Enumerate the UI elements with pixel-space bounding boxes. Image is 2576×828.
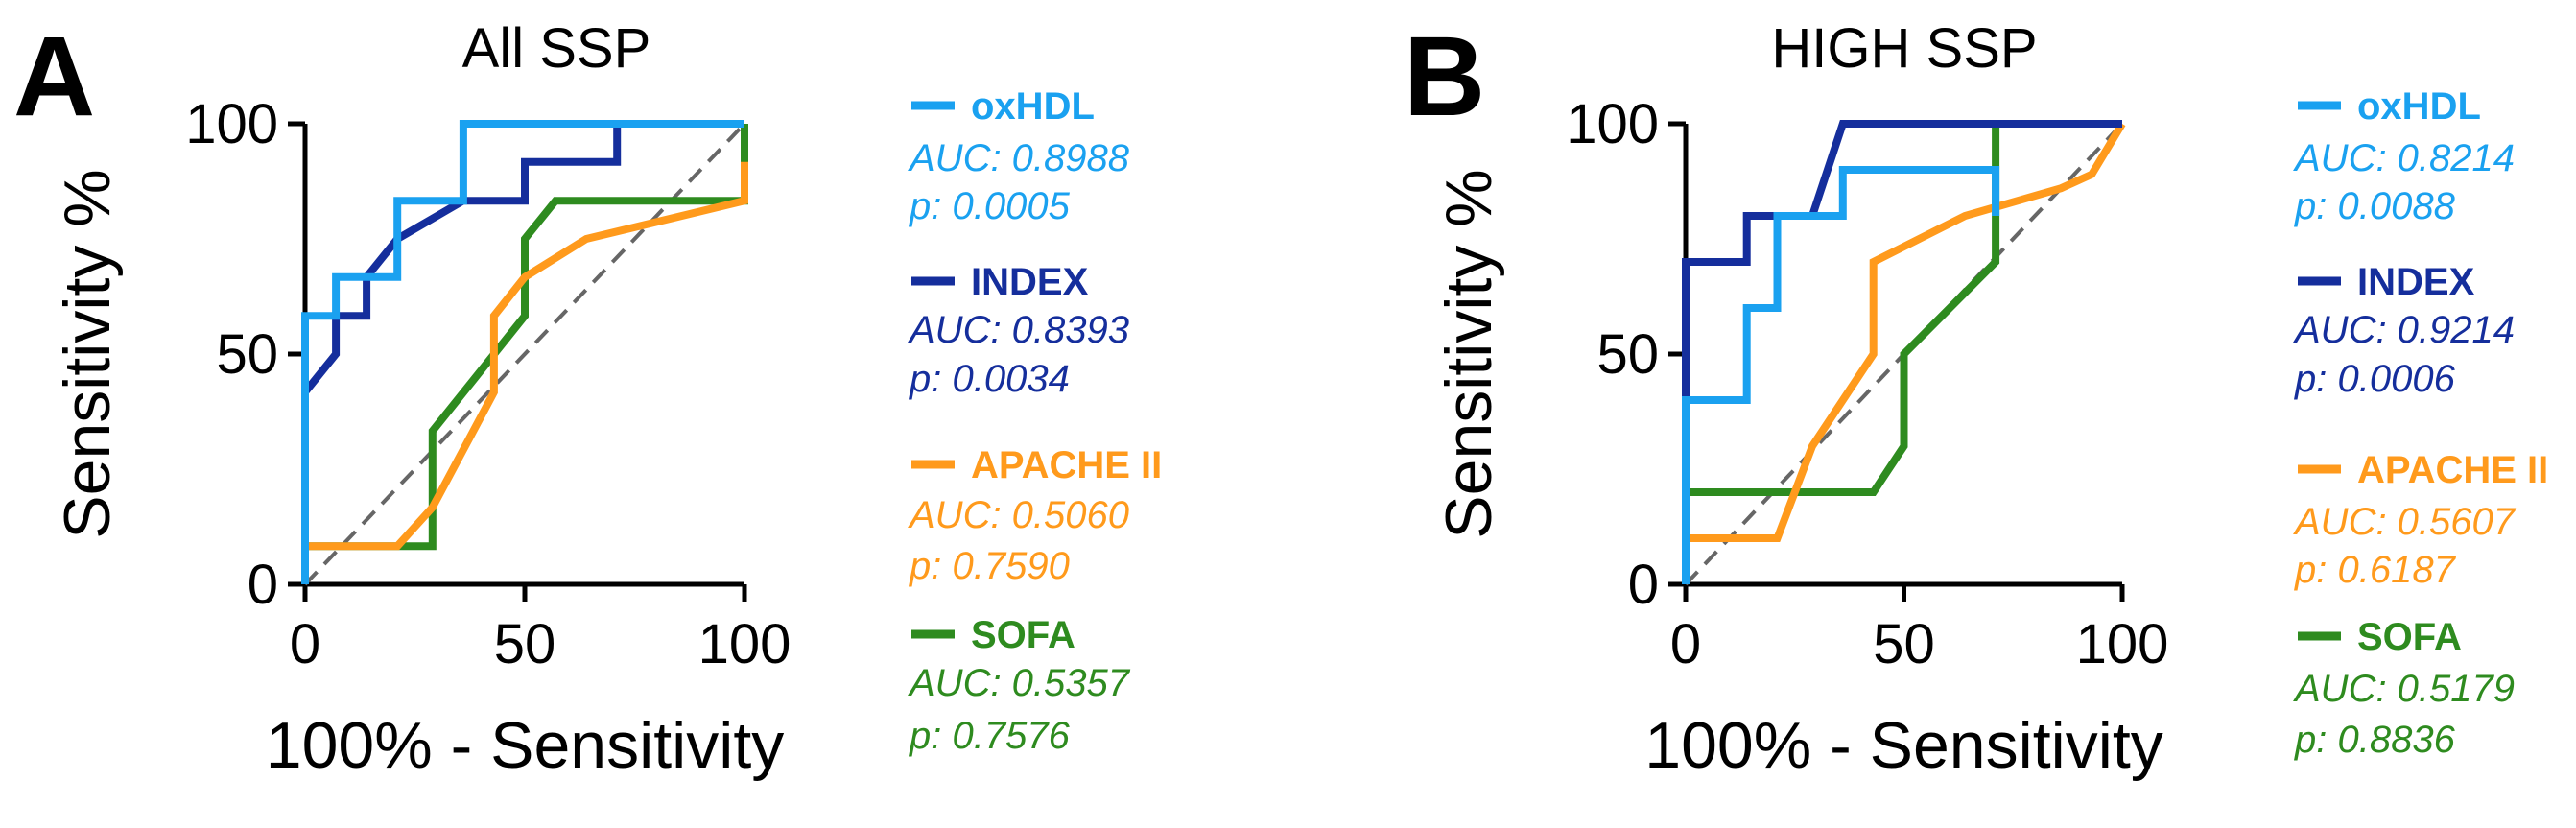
panel-b-legend-p-index: p: 0.0006 [2294,358,2456,400]
panel-b-series-sofa [1682,124,2000,584]
panel-b-legend-auc-oxhdl: AUC: 0.8214 [2293,137,2515,179]
panel-a-series-apache-ii [305,161,748,551]
panel-a-legend-p-apache-ii: p: 0.7590 [909,545,1070,587]
panel-b-y-axis-label: Sensitivity % [1432,169,1505,538]
panel-a-legend-p-sofa: p: 0.7576 [909,715,1071,757]
panel-a-title: All SSP [462,17,651,80]
panel-b-legend-auc-apache-ii: AUC: 0.5607 [2293,501,2517,543]
panel-a-y-tick-label: 100 [185,93,278,155]
panel-a-legend-auc-sofa: AUC: 0.5357 [908,662,1131,704]
panel-b-x-axis-label: 100% - Sensitivity [1644,709,2162,782]
panel-a-series-oxhdl [301,120,744,584]
panel-a-y-tick-label: 0 [248,554,278,616]
panel-a-y-axis-label: Sensitivity % [51,169,124,538]
panel-b-series-index [1682,120,2122,584]
panel-b-legend-p-apache-ii: p: 0.6187 [2294,549,2457,591]
panel-a-legend-auc-oxhdl: AUC: 0.8988 [908,137,1130,179]
panel-a: A All SSP 0 50 100 0 50 100 Sensitivity % 100% - … [13,13,1162,782]
panel-b-legend-p-oxhdl: p: 0.0088 [2294,185,2456,227]
panel-a-y-tick-label: 50 [216,323,278,386]
panel-a-letter: A [13,13,95,140]
panel-b-series-apache-ii [1682,121,2126,584]
panel-b-y-tick-label: 100 [1566,93,1659,155]
panel-a-legend-name-apache-ii: APACHE II [971,444,1162,486]
panel-a-legend-auc-apache-ii: AUC: 0.5060 [908,494,1129,536]
panel-b-x-tick-label: 50 [1873,613,1935,675]
panel-b-legend-name-sofa: SOFA [2357,616,2462,658]
panel-a-legend-name-index: INDEX [971,261,1089,303]
panel-b-legend-auc-index: AUC: 0.9214 [2293,309,2515,351]
panel-b: B HIGH SSP 0 50 100 0 50 100 Sensitivity % 100% -… [1404,13,2548,782]
panel-b-legend-auc-sofa: AUC: 0.5179 [2293,668,2515,710]
panel-b-legend-name-apache-ii: APACHE II [2357,449,2548,491]
panel-b-title: HIGH SSP [1771,17,2037,80]
panel-a-legend-name-oxhdl: oxHDL [971,85,1095,128]
panel-b-series-oxhdl [1682,166,2000,584]
panel-a-legend-auc-index: AUC: 0.8393 [908,309,1129,351]
panel-b-legend-p-sofa: p: 0.8836 [2294,719,2456,761]
panel-b-x-tick-label: 100 [2076,613,2169,675]
panel-b-y-tick-label: 50 [1596,323,1659,386]
panel-a-legend-name-sofa: SOFA [971,614,1075,656]
panel-a-x-tick-label: 50 [494,613,556,675]
panel-b-y-tick-label: 0 [1628,554,1659,616]
panel-a-legend-p-oxhdl: p: 0.0005 [909,185,1071,227]
panel-b-x-tick-label: 0 [1670,613,1701,675]
panel-a-x-tick-label: 0 [290,613,320,675]
panel-b-legend-name-index: INDEX [2357,261,2475,303]
panel-a-x-axis-label: 100% - Sensitivity [266,709,784,782]
panel-b-letter: B [1404,13,1485,140]
panel-a-x-tick-label: 100 [698,613,792,675]
panel-a-legend-p-index: p: 0.0034 [909,358,1070,400]
panel-b-legend-name-oxhdl: oxHDL [2357,85,2481,128]
